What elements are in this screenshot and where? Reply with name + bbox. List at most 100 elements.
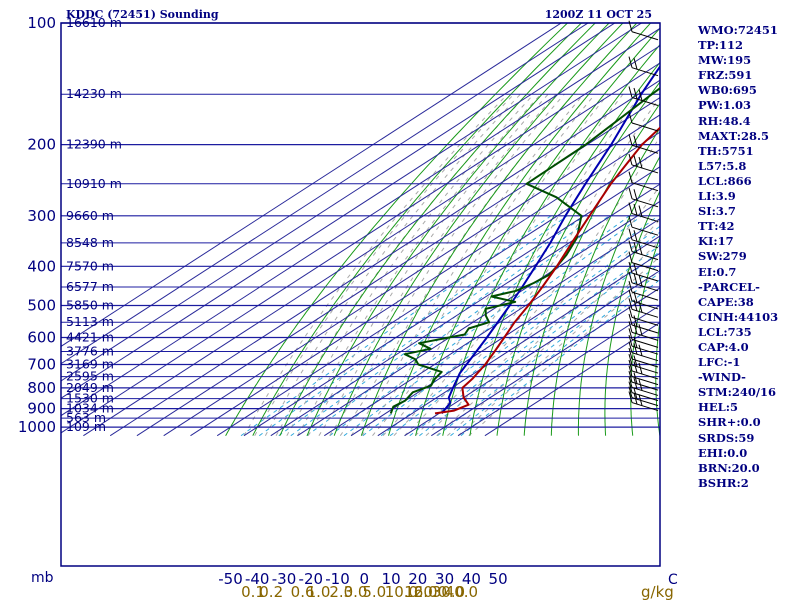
wind-barb-feather xyxy=(638,344,643,356)
sounding-profiles xyxy=(389,64,660,415)
wind-barb-feather xyxy=(628,251,633,263)
temperature-tick-label: -50 xyxy=(218,570,243,588)
wind-barb-staff xyxy=(631,251,659,261)
wind-barb-feather xyxy=(633,87,638,100)
wind-barb-staff xyxy=(631,392,659,402)
wind-barb-feather xyxy=(638,156,643,169)
isotherms xyxy=(61,23,660,437)
pressure-tick-label: 800 xyxy=(27,379,56,397)
wind-barb-staff xyxy=(631,324,659,334)
sounding-index: BSHR:2 xyxy=(698,475,749,490)
height-level-label: 5113 m xyxy=(66,314,114,329)
wind-barb-feather xyxy=(628,353,633,366)
wind-barb-feather xyxy=(633,392,638,405)
wind-barb-feather xyxy=(628,391,633,403)
wind-barb-feather xyxy=(628,20,633,32)
moist-adiabat xyxy=(297,93,542,436)
mixing-ratio-tick-label: 1.0 xyxy=(307,583,331,600)
sounding-index: SW:279 xyxy=(698,249,747,264)
temperature-tick-label: 40 xyxy=(462,570,481,588)
wind-barb-feather xyxy=(638,379,643,391)
height-level-label: 4421 m xyxy=(66,330,114,345)
height-level-label: 12390 m xyxy=(66,137,122,152)
wind-barb-staff xyxy=(631,262,659,272)
wind-barb-feather xyxy=(628,216,633,228)
wind-barb-feather xyxy=(633,203,638,216)
sounding-index: SI:3.7 xyxy=(698,204,736,219)
sounding-index: STM:240/16 xyxy=(698,385,777,400)
wind-barb-staff xyxy=(631,300,659,310)
isotherm xyxy=(61,23,616,382)
wind-barb-feather xyxy=(633,322,638,334)
dewpoint-trace xyxy=(389,86,660,414)
isotherm xyxy=(61,23,589,365)
sounding-index: SHR+:0.0 xyxy=(698,415,761,430)
height-level-label: 8548 m xyxy=(66,235,114,250)
wind-barb-feather xyxy=(633,155,638,167)
wind-barb-feather xyxy=(633,135,638,147)
temperature-tick-label: -40 xyxy=(245,570,270,588)
wind-barb-staff xyxy=(631,226,659,236)
isotherm xyxy=(109,79,660,437)
height-level-label: 1034 m xyxy=(66,401,114,416)
pressure-tick-label: 400 xyxy=(27,257,56,275)
wind-barb-feather xyxy=(628,271,633,283)
height-level-label: 10910 m xyxy=(66,176,122,191)
wind-barb-feather xyxy=(633,291,638,303)
isotherm xyxy=(136,96,660,437)
pressure-tick-label: 1000 xyxy=(18,418,56,436)
sounding-index: FRZ:591 xyxy=(698,68,753,83)
pressure-tick-label: 900 xyxy=(27,400,56,418)
sounding-index: LI:3.9 xyxy=(698,189,736,204)
temperature-unit-label: C xyxy=(668,572,678,588)
height-level-label: 3169 m xyxy=(66,357,114,372)
height-level-label: 14230 m xyxy=(66,86,122,101)
wind-barb-feather xyxy=(628,86,633,98)
wind-barb-staff xyxy=(631,358,659,368)
height-level-label: 1530 m xyxy=(66,391,114,406)
pressure-tick-label: 700 xyxy=(27,356,56,374)
mixing-ratio-line xyxy=(343,215,643,437)
mixing-ratio-unit-label: g/kg xyxy=(641,583,674,600)
mixing-ratio-tick-label: 0.6 xyxy=(291,583,315,600)
mixing-ratio-line xyxy=(460,278,660,437)
dry-adiabat xyxy=(252,23,582,436)
mixing-ratio-line xyxy=(437,262,660,437)
wind-barb-feather xyxy=(628,381,633,393)
wind-barb-feather xyxy=(628,313,633,326)
sounding-index: LCL:735 xyxy=(698,324,752,339)
height-level-label: 2049 m xyxy=(66,380,114,395)
temperature-tick-label: 10 xyxy=(382,570,401,588)
wind-barb-staff xyxy=(631,376,659,386)
wind-barb-feather xyxy=(628,240,633,252)
isotherm xyxy=(324,218,660,437)
dry-adiabat xyxy=(388,23,651,436)
temperature-tick-label: 20 xyxy=(408,570,427,588)
sounding-index: BRN:20.0 xyxy=(698,460,760,475)
sounding-index: L57:5.8 xyxy=(698,158,747,173)
temperature-tick-label: 30 xyxy=(435,570,454,588)
sounding-index: TH:5751 xyxy=(698,143,754,158)
wind-barb-feather xyxy=(628,328,633,340)
sounding-index: RH:48.4 xyxy=(698,113,751,128)
dry-adiabat xyxy=(577,155,660,436)
wind-barb-feather xyxy=(633,372,638,384)
temperature-tick-label: -20 xyxy=(299,570,324,588)
wind-barb-staff xyxy=(631,397,659,407)
wind-barb-feather xyxy=(633,189,638,201)
wind-barb-feather xyxy=(628,370,633,383)
wind-barb-feather xyxy=(628,280,633,293)
wind-barb-staff xyxy=(631,122,659,132)
mixing-ratio-tick-label: 40.0 xyxy=(445,583,478,600)
height-level-label: 2595 m xyxy=(66,369,114,384)
wind-barb-feather xyxy=(628,56,633,68)
sounding-index: HEL:5 xyxy=(698,400,738,415)
wind-barb-feather xyxy=(628,111,633,124)
dry-adiabat xyxy=(306,23,610,436)
pressure-tick-label: 300 xyxy=(27,207,56,225)
wind-barb-feather xyxy=(628,347,633,360)
wind-barb-feather xyxy=(628,261,633,274)
wind-barb-staff xyxy=(631,31,659,41)
wind-barb-staff xyxy=(631,308,659,318)
sounding-index: -PARCEL- xyxy=(698,279,760,294)
